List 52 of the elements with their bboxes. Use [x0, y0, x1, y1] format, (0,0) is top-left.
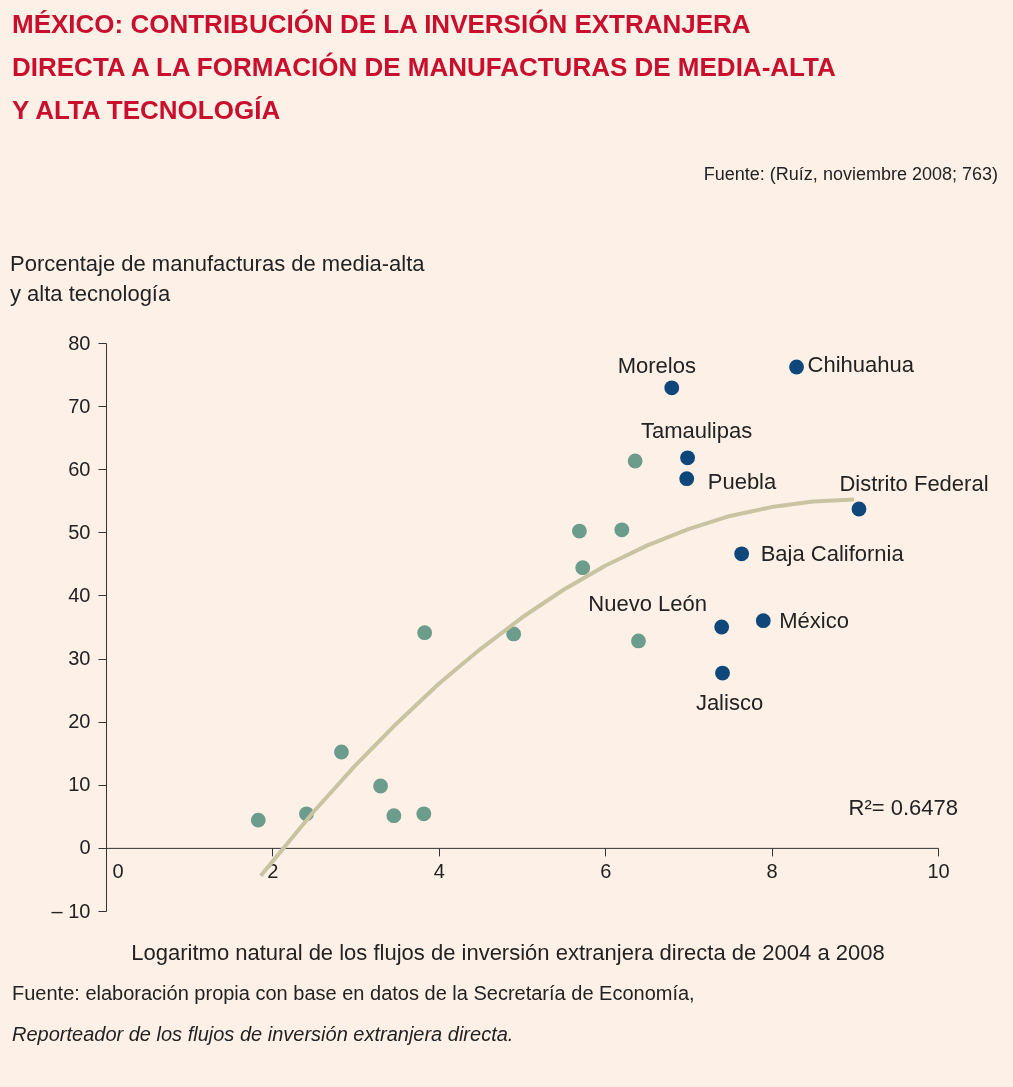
point — [575, 560, 591, 576]
text: Reporteador de los flujos de inversión extranjera directa. — [12, 1023, 514, 1045]
y-tick-label: 10 — [68, 773, 91, 796]
point — [386, 808, 402, 824]
point — [417, 625, 433, 641]
point — [755, 613, 771, 629]
data-label: Jalisco — [695, 690, 764, 716]
point — [715, 665, 730, 681]
y-tick-label: – 10 — [51, 899, 91, 922]
x-tick-label: 4 — [433, 860, 445, 883]
data-label: Distrito Federal — [839, 470, 989, 496]
point — [789, 359, 804, 375]
point — [680, 450, 695, 466]
source-note: Fuente: elaboración propia con base en datos de la Secretaría de Economía, — [12, 982, 695, 1004]
point — [714, 619, 730, 635]
x-tick-label: 8 — [766, 860, 778, 883]
x-tick-label: 0 — [112, 860, 124, 883]
y-tick-label: 30 — [68, 647, 91, 670]
y-tick-label: 70 — [68, 394, 91, 417]
chart-title: MÉXICO: CONTRIBUCIÓN DE LA INVERSIÓN EXTRANJERA DIRECTA A LA FORMACIÓN DE MANUFACTURAS DE MEDIA-ALTA Y ALTA TECNOLOGÍA — [12, 9, 836, 125]
point — [571, 523, 587, 539]
y-axis-title: Porcentaje de manufacturas de media-alta y alta tecnología — [10, 251, 426, 306]
annotation: R²= 0.6478 — [848, 795, 958, 820]
y-tick-label: 20 — [68, 710, 91, 733]
y-tick-label: 60 — [68, 457, 91, 480]
data-label: Puebla — [707, 468, 777, 494]
point — [506, 626, 522, 642]
y-tick-label: 0 — [79, 836, 91, 859]
source-note: Fuente: (Ruíz, noviembre 2008; 763) — [703, 164, 998, 184]
data-label: Tamaulipas — [640, 417, 753, 443]
data-label: México — [779, 607, 849, 633]
y-tick-label: 40 — [68, 583, 91, 606]
point — [851, 501, 867, 517]
data-label: Baja California — [760, 540, 905, 566]
data-label: Nuevo León — [588, 591, 708, 616]
y-tick-label: 80 — [68, 331, 91, 354]
x-axis-title: Logaritmo natural de los flujos de inversión extranjera directa de 2004 a 2008 — [131, 940, 885, 965]
point — [373, 778, 388, 794]
data-label: Chihuahua — [807, 351, 915, 377]
x-tick-label: 6 — [600, 860, 612, 883]
y-tick-label: 50 — [68, 520, 91, 543]
point — [416, 806, 432, 822]
point — [334, 744, 349, 760]
point — [734, 546, 750, 562]
x-tick-label: 10 — [927, 860, 950, 883]
data-label: Morelos — [617, 352, 696, 378]
point — [627, 453, 643, 469]
point — [614, 522, 630, 538]
point — [679, 471, 695, 487]
point — [631, 633, 646, 649]
point — [250, 812, 266, 828]
point — [664, 380, 680, 396]
